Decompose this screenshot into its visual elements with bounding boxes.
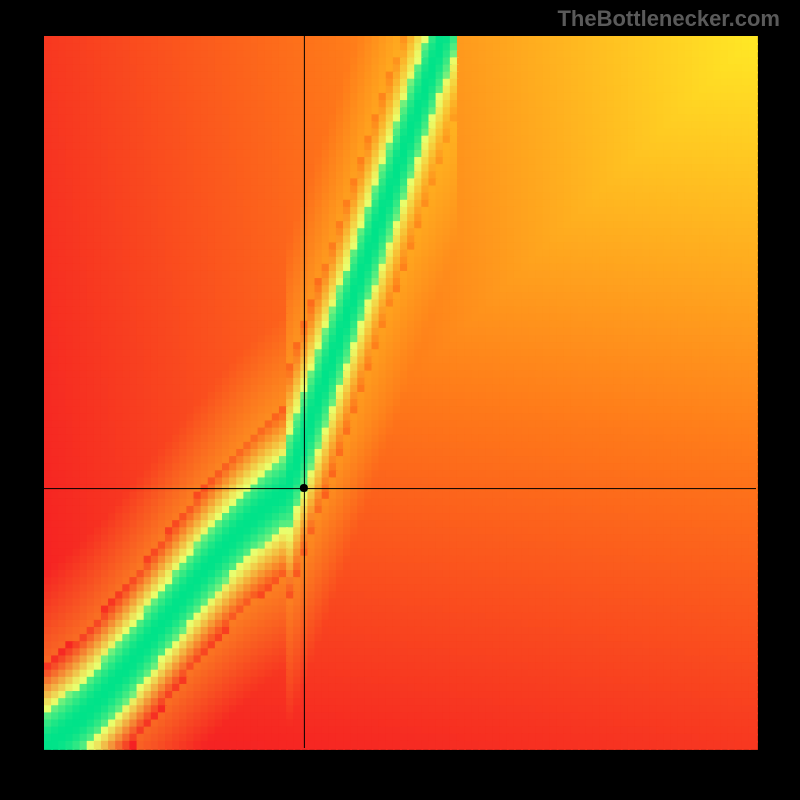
watermark-text: TheBottlenecker.com	[557, 6, 780, 32]
heatmap-chart	[0, 0, 800, 800]
